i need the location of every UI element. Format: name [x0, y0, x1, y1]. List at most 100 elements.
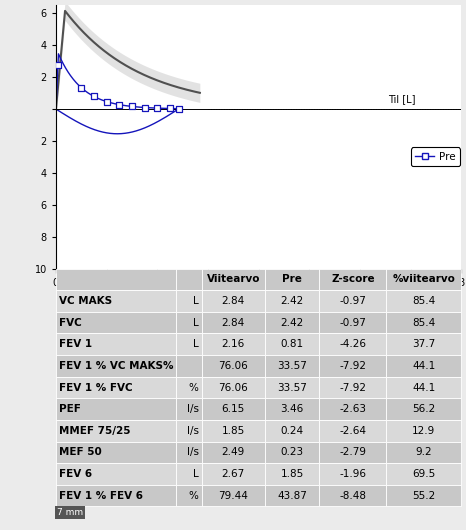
- Bar: [265, 290, 320, 312]
- Text: FEV 1 % FEV 6: FEV 1 % FEV 6: [59, 491, 143, 501]
- Bar: [386, 420, 461, 441]
- Point: [141, 103, 148, 112]
- Point: [77, 83, 85, 92]
- Text: 0.23: 0.23: [281, 447, 304, 457]
- Point: [128, 102, 136, 111]
- Text: -1.96: -1.96: [339, 469, 366, 479]
- Bar: [202, 463, 265, 485]
- Text: Z-score: Z-score: [331, 275, 375, 285]
- Text: 3.46: 3.46: [281, 404, 304, 414]
- Bar: [320, 290, 386, 312]
- Text: -7.92: -7.92: [339, 361, 366, 371]
- Point: [90, 92, 98, 101]
- Bar: [386, 290, 461, 312]
- Bar: [265, 269, 320, 290]
- Bar: [202, 355, 265, 377]
- Text: 0.24: 0.24: [281, 426, 304, 436]
- Text: l/s: l/s: [186, 404, 199, 414]
- Text: 33.57: 33.57: [277, 361, 307, 371]
- Text: l/s: l/s: [186, 447, 199, 457]
- Bar: [386, 463, 461, 485]
- Bar: [176, 399, 202, 420]
- Bar: [265, 355, 320, 377]
- Text: Til [L]: Til [L]: [388, 94, 415, 104]
- Bar: [56, 399, 176, 420]
- Bar: [176, 485, 202, 507]
- Text: 9.2: 9.2: [416, 447, 432, 457]
- Text: 85.4: 85.4: [412, 296, 435, 306]
- Text: L: L: [193, 317, 199, 328]
- Bar: [320, 355, 386, 377]
- Bar: [320, 269, 386, 290]
- Text: MEF 50: MEF 50: [59, 447, 102, 457]
- Bar: [176, 377, 202, 399]
- Bar: [56, 485, 176, 507]
- Text: 56.2: 56.2: [412, 404, 435, 414]
- Bar: [320, 485, 386, 507]
- Bar: [386, 485, 461, 507]
- Text: -0.97: -0.97: [339, 317, 366, 328]
- Text: FVC: FVC: [59, 317, 82, 328]
- Text: 0.81: 0.81: [281, 339, 304, 349]
- Text: 2.67: 2.67: [222, 469, 245, 479]
- Bar: [176, 463, 202, 485]
- Bar: [265, 463, 320, 485]
- Text: Pre: Pre: [282, 275, 302, 285]
- Text: -0.97: -0.97: [339, 296, 366, 306]
- Bar: [56, 312, 176, 333]
- Text: 2.84: 2.84: [222, 317, 245, 328]
- Text: -4.26: -4.26: [339, 339, 366, 349]
- Text: 2.16: 2.16: [222, 339, 245, 349]
- Text: 6.15: 6.15: [222, 404, 245, 414]
- Text: -8.48: -8.48: [339, 491, 366, 501]
- Bar: [386, 399, 461, 420]
- Text: 2.42: 2.42: [281, 317, 304, 328]
- Text: %: %: [189, 383, 199, 393]
- Bar: [386, 441, 461, 463]
- Text: l/s: l/s: [186, 426, 199, 436]
- Bar: [202, 399, 265, 420]
- Bar: [56, 355, 176, 377]
- Bar: [320, 420, 386, 441]
- Bar: [56, 377, 176, 399]
- Bar: [202, 333, 265, 355]
- Text: %: %: [189, 491, 199, 501]
- Bar: [386, 355, 461, 377]
- Bar: [202, 441, 265, 463]
- Bar: [202, 312, 265, 333]
- Text: 44.1: 44.1: [412, 361, 435, 371]
- Text: -2.79: -2.79: [339, 447, 366, 457]
- Bar: [176, 290, 202, 312]
- Text: FEV 1: FEV 1: [59, 339, 92, 349]
- Text: 1.85: 1.85: [281, 469, 304, 479]
- Point: [116, 100, 123, 109]
- Bar: [56, 463, 176, 485]
- Text: L: L: [193, 469, 199, 479]
- Bar: [265, 377, 320, 399]
- Text: FEV 6: FEV 6: [59, 469, 92, 479]
- Bar: [320, 377, 386, 399]
- Bar: [320, 312, 386, 333]
- Bar: [386, 377, 461, 399]
- Bar: [320, 463, 386, 485]
- Legend: Pre: Pre: [411, 147, 460, 166]
- Point: [153, 104, 161, 112]
- Text: FEV 1 % FVC: FEV 1 % FVC: [59, 383, 133, 393]
- Text: 76.06: 76.06: [219, 383, 248, 393]
- Text: VC MAKS: VC MAKS: [59, 296, 112, 306]
- Text: 85.4: 85.4: [412, 317, 435, 328]
- Bar: [386, 312, 461, 333]
- Text: 79.44: 79.44: [219, 491, 248, 501]
- Bar: [320, 399, 386, 420]
- Bar: [176, 355, 202, 377]
- Bar: [202, 269, 265, 290]
- Bar: [56, 290, 176, 312]
- Bar: [265, 485, 320, 507]
- Bar: [176, 269, 202, 290]
- Text: %viitearvo: %viitearvo: [392, 275, 455, 285]
- Text: 37.7: 37.7: [412, 339, 435, 349]
- Text: 33.57: 33.57: [277, 383, 307, 393]
- Text: -2.64: -2.64: [339, 426, 366, 436]
- Bar: [320, 333, 386, 355]
- Text: 2.49: 2.49: [222, 447, 245, 457]
